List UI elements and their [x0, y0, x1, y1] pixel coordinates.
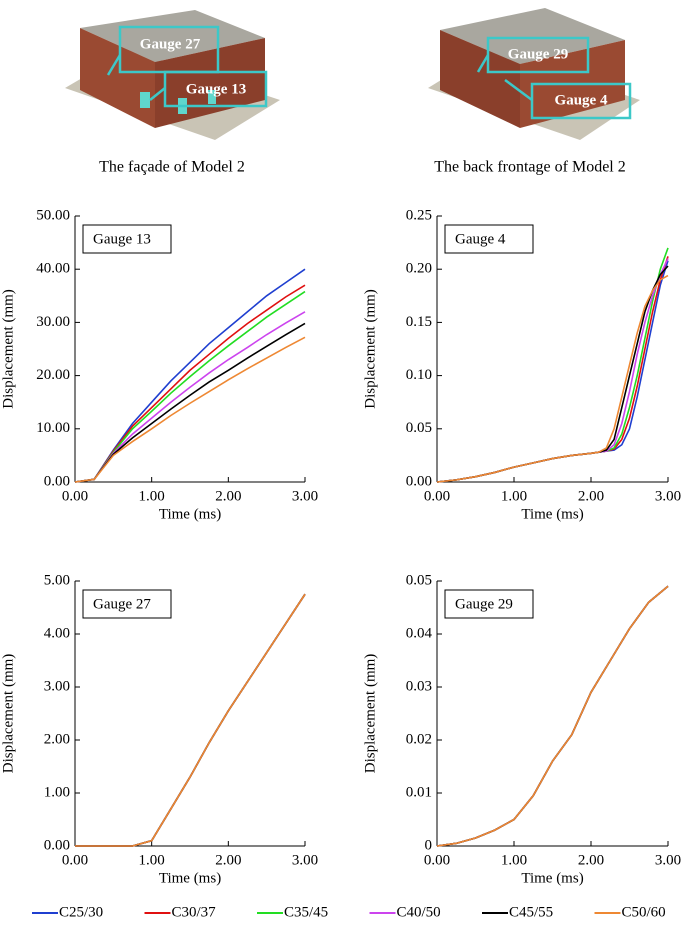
y-tick-label: 10.00	[36, 420, 70, 436]
y-axis-label: Displacement (mm)	[362, 654, 378, 774]
y-tick-label: 5.00	[44, 572, 70, 588]
y-tick-label: 50.00	[36, 207, 70, 223]
line-series	[75, 593, 306, 847]
x-tick-label: 2.00	[578, 488, 604, 504]
line-series	[436, 585, 669, 847]
x-tick-label: 3.00	[292, 488, 318, 504]
legend-label: C30/37	[172, 904, 217, 920]
gauge-label: Gauge 13	[186, 81, 246, 97]
x-axis-label: Time (ms)	[159, 870, 221, 886]
line-series	[436, 585, 669, 847]
x-axis-label: Time (ms)	[159, 506, 221, 522]
line-series	[74, 311, 306, 483]
annotation: Gauge 29	[455, 596, 513, 612]
y-tick-label: 0.20	[406, 261, 432, 277]
y-tick-label: 0.00	[406, 473, 432, 489]
y-tick-label: 0.02	[406, 731, 432, 747]
x-tick-label: 1.00	[139, 488, 165, 504]
legend: C25/30 C30/37 C35/45 C40/50 C45/55 C50/60	[32, 904, 666, 920]
legend-label: C45/55	[509, 904, 553, 920]
x-tick-label: 1.00	[139, 852, 165, 868]
y-tick-label: 30.00	[36, 314, 70, 330]
y-axis-label: Displacement (mm)	[0, 289, 16, 409]
legend-label: C25/30	[59, 904, 103, 920]
y-tick-label: 0.03	[406, 678, 432, 694]
line-series	[436, 247, 669, 483]
x-tick-label: 0.00	[62, 852, 88, 868]
x-tick-label: 1.00	[501, 488, 527, 504]
line-series	[75, 593, 306, 847]
line-series	[75, 593, 306, 847]
line-series	[74, 268, 306, 483]
line-series	[74, 322, 306, 483]
legend-label: C50/60	[622, 904, 666, 920]
y-tick-label: 0.01	[406, 784, 432, 800]
x-tick-label: 0.00	[424, 852, 450, 868]
y-tick-label: 4.00	[44, 625, 70, 641]
y-tick-label: 0.00	[44, 473, 70, 489]
annotation-box	[82, 589, 172, 619]
y-tick-label: 0.05	[406, 420, 432, 436]
chart: 0.00 0.05 0.10 0.15 0.20 0.25 0.00 1.00 2.00 3.00…	[362, 207, 681, 522]
annotation: Gauge 13	[93, 231, 151, 247]
line-series	[75, 593, 306, 847]
building-back: Gauge 29 Gauge 4	[428, 8, 640, 140]
y-tick-label: 20.00	[36, 367, 70, 383]
chart: 0 0.01 0.02 0.03 0.04 0.05 0.00 1.00 2.00 3.00 Tim…	[362, 572, 681, 886]
annotation: Gauge 4	[455, 231, 506, 247]
x-tick-label: 2.00	[215, 852, 241, 868]
x-tick-label: 2.00	[578, 852, 604, 868]
line-series	[75, 593, 306, 847]
x-tick-label: 3.00	[655, 852, 681, 868]
x-axis-label: Time (ms)	[521, 870, 583, 886]
gauge-label: Gauge 27	[140, 36, 201, 52]
chart: 0.00 1.00 2.00 3.00 4.00 5.00 0.00 1.00 2.00 3.00…	[0, 572, 318, 886]
caption: The façade of Model 2	[99, 159, 245, 176]
y-tick-label: 1.00	[44, 784, 70, 800]
y-tick-label: 0.25	[406, 207, 432, 223]
y-tick-label: 0.04	[406, 625, 433, 641]
y-tick-label: 0.00	[44, 837, 70, 853]
y-tick-label: 2.00	[44, 731, 70, 747]
y-tick-label: 40.00	[36, 261, 70, 277]
x-tick-label: 0.00	[62, 488, 88, 504]
legend-label: C40/50	[397, 904, 441, 920]
line-series	[436, 258, 669, 483]
x-tick-label: 1.00	[501, 852, 527, 868]
y-tick-label: 0	[425, 837, 433, 853]
gauge-label: Gauge 29	[508, 46, 568, 62]
x-tick-label: 0.00	[424, 488, 450, 504]
y-tick-label: 0.15	[406, 314, 432, 330]
annotation-box	[444, 224, 534, 254]
x-tick-label: 3.00	[655, 488, 681, 504]
line-series	[75, 593, 306, 847]
annotation-box	[444, 589, 534, 619]
x-axis-label: Time (ms)	[521, 506, 583, 522]
legend-label: C35/45	[284, 904, 328, 920]
y-axis-label: Displacement (mm)	[362, 289, 378, 409]
y-tick-label: 3.00	[44, 678, 70, 694]
caption: The back frontage of Model 2	[434, 159, 625, 176]
line-series	[436, 585, 669, 847]
annotation: Gauge 27	[93, 596, 151, 612]
gauge-label: Gauge 4	[555, 92, 608, 108]
y-tick-label: 0.05	[406, 572, 432, 588]
annotation-box	[82, 224, 172, 254]
line-series	[436, 585, 669, 847]
x-tick-label: 2.00	[215, 488, 241, 504]
line-series	[436, 274, 669, 483]
line-series	[436, 585, 669, 847]
x-tick-label: 3.00	[292, 852, 318, 868]
chart: 0.00 10.00 20.00 30.00 40.00 50.00 0.00 1.00 2.0…	[0, 207, 318, 522]
line-series	[436, 585, 669, 847]
line-series	[74, 336, 306, 483]
y-tick-label: 0.10	[406, 367, 432, 383]
building-facade: Gauge 27 Gauge 13	[65, 10, 280, 140]
y-axis-label: Displacement (mm)	[0, 654, 16, 774]
